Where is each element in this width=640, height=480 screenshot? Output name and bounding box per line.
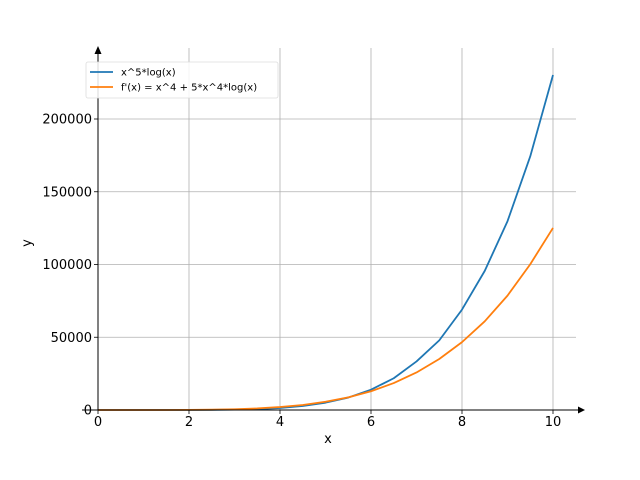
- series-line-2: [98, 227, 554, 411]
- y-tick-label-150000: 150000: [42, 185, 92, 200]
- legend-label-series-1: x^5*log(x): [121, 68, 176, 79]
- y-axis-arrow: [94, 46, 102, 54]
- series-line-1: [97, 74, 554, 411]
- y-tick-label-200000: 200000: [42, 113, 92, 128]
- y-tick-label-50000: 50000: [51, 331, 92, 346]
- x-axis-arrow: [578, 406, 585, 414]
- y-tick-label-0: 0: [84, 404, 92, 419]
- x-tick-label-10: 10: [545, 415, 562, 430]
- legend: x^5*log(x) f'(x) = x^4 + 5*x^4*log(x): [85, 61, 279, 99]
- x-tick-label-8: 8: [458, 415, 466, 430]
- x-tick-label-0: 0: [94, 415, 102, 430]
- axes: [82, 46, 585, 414]
- ticks: 0 2 4 6 8 10 0 50000 100000 150000 200000: [42, 113, 561, 431]
- series-group: [97, 74, 554, 411]
- x-tick-label-6: 6: [367, 415, 375, 430]
- legend-box: [85, 61, 279, 99]
- legend-label-series-2: f'(x) = x^4 + 5*x^4*log(x): [121, 83, 257, 94]
- x-tick-label-2: 2: [185, 415, 193, 430]
- x-tick-label-4: 4: [276, 415, 284, 430]
- y-axis-label: y: [20, 239, 35, 247]
- y-tick-label-100000: 100000: [42, 258, 92, 273]
- x-axis-label: x: [324, 432, 332, 447]
